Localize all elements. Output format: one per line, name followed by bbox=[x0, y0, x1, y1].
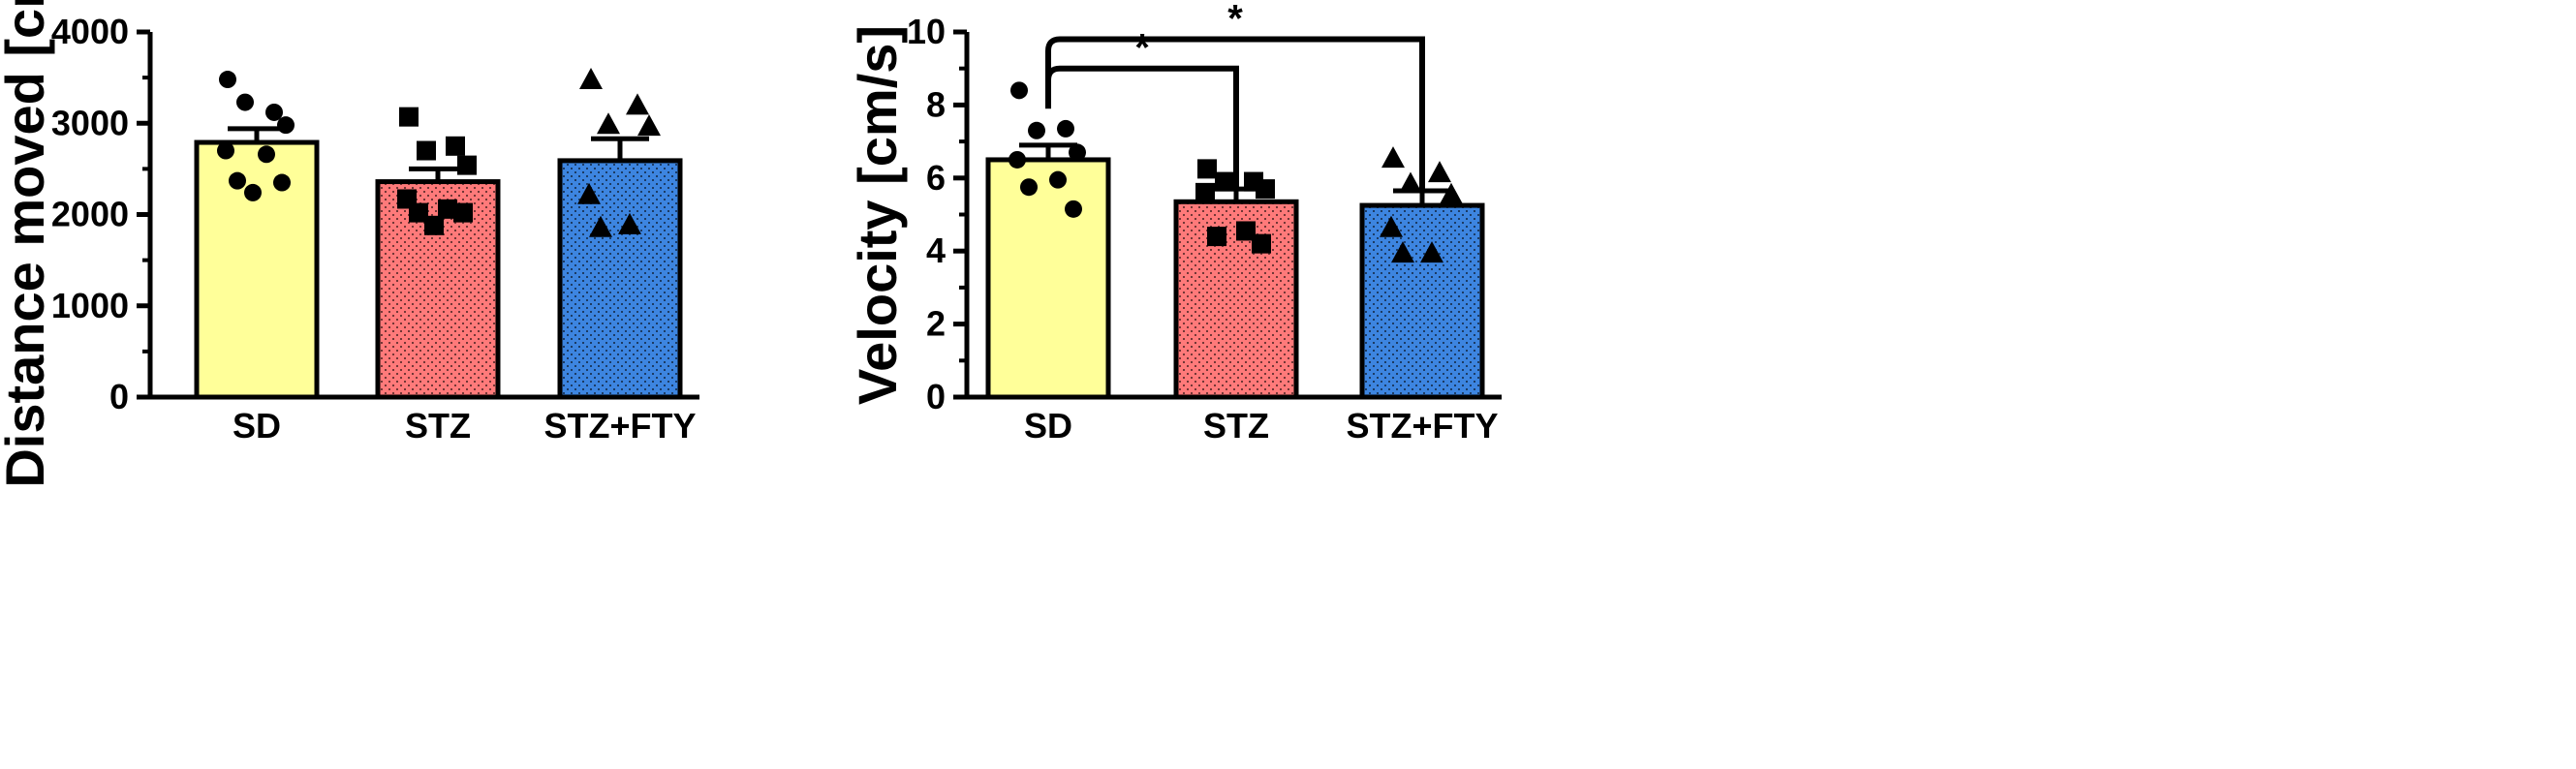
chart2-category-label: STZ bbox=[1203, 406, 1269, 446]
chart2-point-triangle bbox=[1420, 241, 1443, 263]
chart1-point-square bbox=[424, 215, 444, 235]
chart2-y-tick-label: 2 bbox=[926, 304, 946, 344]
chart1-point-triangle bbox=[626, 93, 649, 115]
chart2-y-tick-label: 8 bbox=[926, 84, 946, 124]
chart2-point-square bbox=[1197, 159, 1217, 179]
chart2-point-triangle bbox=[1391, 241, 1414, 263]
chart2-category-label: SD bbox=[1024, 406, 1072, 446]
chart2-point-square bbox=[1252, 233, 1271, 254]
chart1-point-circle bbox=[229, 171, 246, 190]
chart1-point-circle bbox=[273, 173, 291, 192]
chart2-point-circle bbox=[1010, 81, 1028, 100]
chart1-category-label: STZ+FTY bbox=[543, 406, 696, 446]
chart2-point-triangle bbox=[1428, 161, 1451, 183]
chart2-point-circle bbox=[1057, 119, 1074, 138]
chart1-point-square bbox=[446, 136, 465, 156]
chart2-point-triangle bbox=[1440, 182, 1463, 204]
chart1-category-label: SD bbox=[233, 406, 281, 446]
chart2-significance-label: * bbox=[1134, 27, 1150, 70]
chart2-category-label: STZ+FTY bbox=[1346, 406, 1498, 446]
chart2-bar-stz-fty bbox=[1359, 202, 1485, 400]
chart1-category-label: STZ bbox=[405, 406, 471, 446]
chart1-point-triangle bbox=[577, 182, 601, 204]
chart2-point-circle bbox=[1028, 121, 1045, 139]
chart2-y-axis-title: Velocity [cm/s] bbox=[847, 25, 908, 405]
chart1-y-tick-label: 0 bbox=[109, 377, 129, 416]
chart2-point-circle bbox=[1009, 150, 1026, 169]
chart2-bar-sd bbox=[985, 157, 1111, 400]
chart1-y-axis-title: Distance moved [cm] bbox=[0, 0, 55, 488]
chart1-point-square bbox=[453, 202, 473, 223]
chart2-point-triangle bbox=[1381, 146, 1405, 169]
chart1-point-circle bbox=[265, 103, 283, 121]
chart1-point-square bbox=[399, 107, 419, 127]
chart2-point-square bbox=[1236, 221, 1256, 241]
chart2-point-square bbox=[1195, 182, 1215, 202]
chart1-y-tick-label: 3000 bbox=[51, 103, 129, 142]
chart1-y-tick-label: 2000 bbox=[51, 195, 129, 234]
chart1-point-circle bbox=[217, 141, 234, 160]
chart2-point-circle bbox=[1065, 200, 1082, 218]
chart1-point-circle bbox=[277, 116, 295, 135]
chart1-point-triangle bbox=[618, 212, 641, 234]
chart1-point-triangle bbox=[589, 215, 612, 237]
chart2-point-triangle bbox=[1399, 171, 1422, 194]
chart1-point-circle bbox=[244, 183, 262, 201]
chart1-bar-stz bbox=[375, 179, 501, 400]
chart1-point-triangle bbox=[597, 112, 620, 135]
chart2-point-square bbox=[1207, 227, 1226, 247]
chart2-y-tick-label: 0 bbox=[926, 377, 946, 416]
chart2-significance-bracket bbox=[1045, 36, 1425, 191]
chart1-point-circle bbox=[258, 145, 275, 164]
chart2-y-tick-label: 6 bbox=[926, 158, 946, 198]
chart1-point-square bbox=[417, 140, 436, 161]
chart2-significance-label: * bbox=[1227, 0, 1243, 41]
chart2-point-triangle bbox=[1380, 215, 1403, 237]
chart2-significance-bracket bbox=[1045, 65, 1239, 190]
chart1-point-circle bbox=[219, 71, 236, 89]
chart2-y-tick-label: 10 bbox=[907, 12, 946, 51]
chart1-point-square bbox=[409, 202, 428, 223]
chart1-y-tick-label: 1000 bbox=[51, 286, 129, 325]
chart2-y-tick-label: 4 bbox=[926, 231, 946, 270]
chart2-point-circle bbox=[1069, 143, 1086, 162]
chart1-bar-stz-fty bbox=[557, 158, 683, 400]
chart1-point-square bbox=[457, 155, 477, 175]
chart2-point-square bbox=[1256, 179, 1275, 200]
chart2-point-circle bbox=[1049, 170, 1067, 189]
chart1-point-circle bbox=[236, 93, 254, 111]
chart1-point-triangle bbox=[637, 114, 661, 137]
chart1-point-triangle bbox=[579, 68, 603, 90]
chart1-point-square bbox=[438, 199, 457, 219]
chart1-y-tick-label: 4000 bbox=[51, 12, 129, 51]
chart2-point-circle bbox=[1020, 178, 1038, 197]
chart1-bar-sd bbox=[194, 139, 320, 400]
chart2-point-square bbox=[1215, 171, 1234, 192]
